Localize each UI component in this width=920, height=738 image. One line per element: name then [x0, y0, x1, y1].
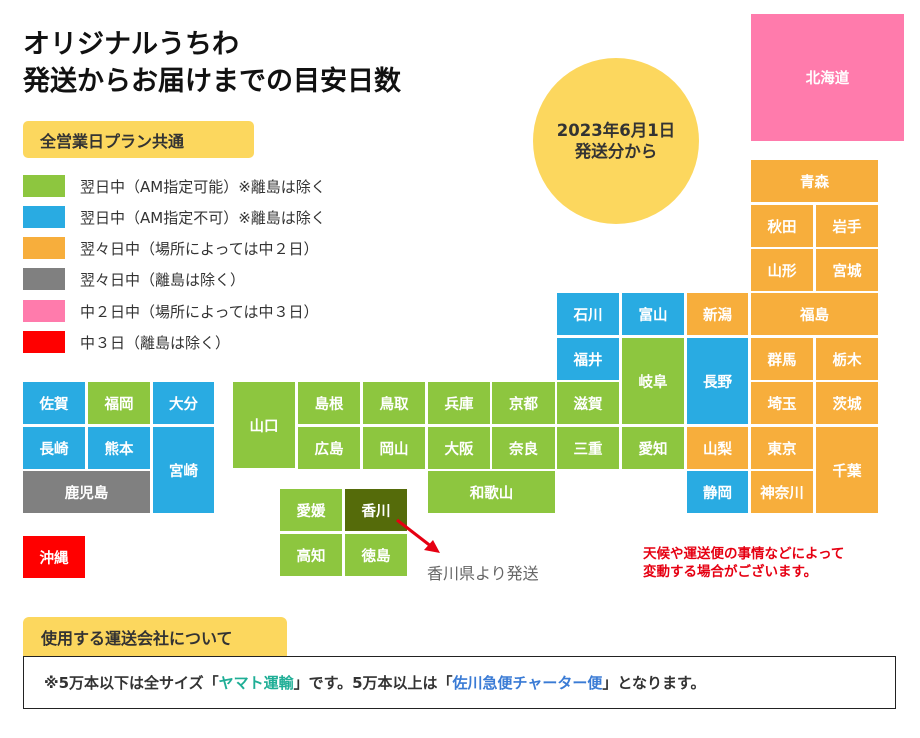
- pref-nara: 奈良: [492, 427, 555, 469]
- pref-gunma: 群馬: [751, 338, 813, 380]
- pref-tokyo: 東京: [751, 427, 813, 469]
- carrier-sagawa: 佐川急便チャーター便: [452, 674, 603, 692]
- pref-iwate: 岩手: [816, 205, 878, 247]
- legend-label: 中２日中（場所によっては中３日）: [80, 302, 319, 321]
- legend-item: 中３日（離島は除く）: [23, 331, 230, 353]
- pref-yamagata: 山形: [751, 249, 813, 291]
- page-title-line1: オリジナルうちわ: [23, 29, 239, 60]
- legend-swatch-gray: [23, 268, 65, 290]
- pref-hiroshima: 広島: [298, 427, 360, 469]
- pref-gifu: 岐阜: [622, 338, 684, 424]
- pref-kumamoto: 熊本: [88, 427, 150, 469]
- pref-nagano: 長野: [687, 338, 748, 424]
- legend-item: 翌々日中（場所によっては中２日）: [23, 237, 319, 259]
- pref-yamanashi: 山梨: [687, 427, 748, 469]
- legend-swatch-pink: [23, 300, 65, 322]
- pref-miyazaki: 宮崎: [153, 427, 214, 513]
- pref-aomori: 青森: [751, 160, 878, 202]
- plan-badge: 全営業日プラン共通: [23, 121, 254, 158]
- carrier-text-part3: 」となります。: [602, 674, 706, 692]
- pref-yamaguchi: 山口: [233, 382, 295, 468]
- pref-ibaraki: 茨城: [816, 382, 878, 424]
- carrier-text-part2: 」です。5万本以上は「: [293, 674, 453, 692]
- pref-okinawa: 沖縄: [23, 536, 85, 578]
- pref-osaka: 大阪: [428, 427, 490, 469]
- disclaimer: 天候や運送便の事情などによって 変動する場合がございます。: [643, 545, 844, 581]
- pref-kagawa: 香川: [345, 489, 407, 531]
- legend-label: 翌日中（AM指定可能）※離島は除く: [80, 177, 326, 196]
- page-title-line2: 発送からお届けまでの目安日数: [23, 66, 401, 97]
- pref-kanagawa: 神奈川: [751, 471, 813, 513]
- pref-toyama: 富山: [622, 293, 684, 335]
- pref-oita: 大分: [153, 382, 214, 424]
- pref-saitama: 埼玉: [751, 382, 813, 424]
- pref-mie: 三重: [557, 427, 619, 469]
- legend-swatch-red: [23, 331, 65, 353]
- disclaimer-line1: 天候や運送便の事情などによって: [643, 546, 845, 562]
- disclaimer-line2: 変動する場合がございます。: [643, 564, 818, 580]
- pref-kyoto: 京都: [492, 382, 555, 424]
- pref-miyagi: 宮城: [816, 249, 878, 291]
- pref-fukuoka: 福岡: [88, 382, 150, 424]
- date-circle: 2023年6月1日 発送分から: [533, 58, 699, 224]
- pref-kochi: 高知: [280, 534, 342, 576]
- pref-saga: 佐賀: [23, 382, 85, 424]
- pref-okayama: 岡山: [363, 427, 425, 469]
- date-circle-line2: 発送分から: [574, 142, 658, 161]
- pref-ehime: 愛媛: [280, 489, 342, 531]
- origin-note: 香川県より発送: [427, 564, 539, 583]
- pref-tochigi: 栃木: [816, 338, 878, 380]
- carrier-yamato: ヤマト運輸: [218, 674, 294, 692]
- pref-kagoshima: 鹿児島: [23, 471, 150, 513]
- legend-item: 翌日中（AM指定可能）※離島は除く: [23, 175, 326, 197]
- pref-tottori: 鳥取: [363, 382, 425, 424]
- legend-swatch-green: [23, 175, 65, 197]
- carrier-text-part1: ※5万本以下は全サイズ「: [44, 674, 219, 692]
- carrier-section-tab: 使用する運送会社について: [23, 617, 287, 656]
- legend-swatch-orange: [23, 237, 65, 259]
- legend-item: 翌々日中（離島は除く）: [23, 268, 245, 290]
- pref-hyogo: 兵庫: [428, 382, 490, 424]
- legend-swatch-blue: [23, 206, 65, 228]
- pref-aichi: 愛知: [622, 427, 684, 469]
- arrow-icon: [396, 518, 440, 553]
- pref-akita: 秋田: [751, 205, 813, 247]
- pref-wakayama: 和歌山: [428, 471, 555, 513]
- pref-chiba: 千葉: [816, 427, 878, 513]
- legend-item: 翌日中（AM指定不可）※離島は除く: [23, 206, 326, 228]
- pref-fukushima: 福島: [751, 293, 878, 335]
- legend-label: 翌々日中（場所によっては中２日）: [80, 239, 319, 258]
- legend-item: 中２日中（場所によっては中３日）: [23, 300, 319, 322]
- legend-label: 翌々日中（離島は除く）: [80, 270, 246, 289]
- pref-shimane: 島根: [298, 382, 360, 424]
- carrier-notice: ※5万本以下は全サイズ「 ヤマト運輸 」です。5万本以上は「 佐川急便チャーター便 」と…: [23, 656, 896, 709]
- pref-nagasaki: 長崎: [23, 427, 85, 469]
- pref-tokushima: 徳島: [345, 534, 407, 576]
- legend-label: 翌日中（AM指定不可）※離島は除く: [80, 208, 326, 227]
- pref-shiga: 滋賀: [557, 382, 619, 424]
- pref-shizuoka: 静岡: [687, 471, 748, 513]
- pref-niigata: 新潟: [687, 293, 748, 335]
- pref-hokkaido: 北海道: [751, 14, 904, 141]
- pref-fukui: 福井: [557, 338, 619, 380]
- pref-ishikawa: 石川: [557, 293, 619, 335]
- date-circle-line1: 2023年6月1日: [556, 121, 676, 140]
- legend-label: 中３日（離島は除く）: [80, 333, 231, 352]
